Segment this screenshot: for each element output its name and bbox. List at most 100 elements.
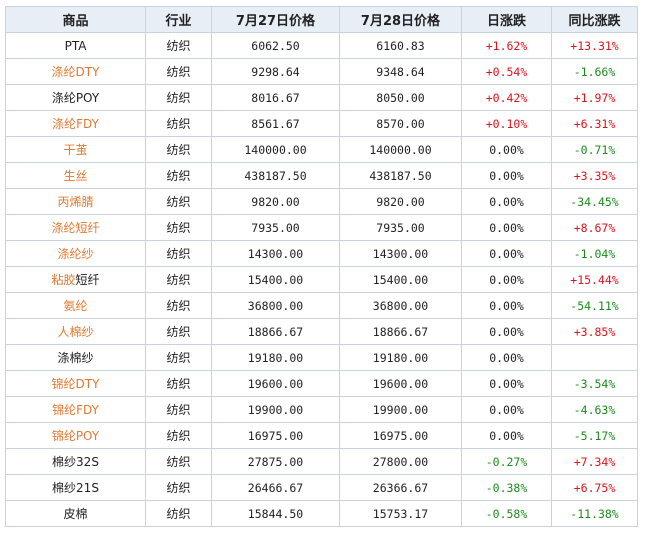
commodity-name-link[interactable]: 人棉纱 <box>57 325 94 339</box>
table-row: 涤棉纱 纺织 19180.00 19180.00 0.00% <box>5 344 638 371</box>
yoy-change-cell: +3.85% <box>551 318 638 345</box>
commodity-name-cell[interactable]: 锦纶DTY <box>5 370 146 397</box>
price-jul27-cell: 140000.00 <box>211 136 340 163</box>
commodity-name-cell[interactable]: 氨纶 <box>5 292 146 319</box>
yoy-change-cell: -0.71% <box>551 136 638 163</box>
commodity-name-cell[interactable]: 涤纶DTY <box>5 58 146 85</box>
price-jul27-cell: 18866.67 <box>211 318 340 345</box>
commodity-name-suffix: 短纤 <box>75 273 100 287</box>
commodity-price-table: 商品 行业 7月27日价格 7月28日价格 日涨跌 同比涨跌 PTA 纺织 6062… <box>5 6 638 527</box>
column-header-yoy-change: 同比涨跌 <box>551 6 638 33</box>
commodity-name-cell[interactable]: 丙烯腈 <box>5 188 146 215</box>
price-jul27-cell: 9820.00 <box>211 188 340 215</box>
commodity-name-link[interactable]: 粘胶 <box>51 273 76 287</box>
commodity-name-link[interactable]: 涤纶纱 <box>57 247 94 261</box>
industry-cell: 纺织 <box>145 110 212 137</box>
daily-change-cell: 0.00% <box>461 188 552 215</box>
commodity-name-link[interactable]: 氨纶 <box>63 299 88 313</box>
yoy-change-cell: +6.31% <box>551 110 638 137</box>
price-jul27-cell: 26466.67 <box>211 474 340 501</box>
price-jul28-cell: 26366.67 <box>339 474 462 501</box>
industry-cell: 纺织 <box>145 318 212 345</box>
industry-cell: 纺织 <box>145 266 212 293</box>
industry-cell: 纺织 <box>145 292 212 319</box>
price-jul27-cell: 19600.00 <box>211 370 340 397</box>
commodity-name-cell[interactable]: 涤纶纱 <box>5 240 146 267</box>
commodity-name-cell: 皮棉 <box>5 500 146 527</box>
price-jul28-cell: 36800.00 <box>339 292 462 319</box>
price-jul27-cell: 27875.00 <box>211 448 340 475</box>
commodity-name-cell[interactable]: 锦纶POY <box>5 422 146 449</box>
commodity-name: 皮棉 <box>63 507 88 521</box>
commodity-name-link[interactable]: 丙烯腈 <box>57 195 94 209</box>
industry-cell: 纺织 <box>145 162 212 189</box>
daily-change-cell: +0.54% <box>461 58 552 85</box>
commodity-name-cell: 涤纶POY <box>5 84 146 111</box>
commodity-name-cell[interactable]: 涤纶短纤 <box>5 214 146 241</box>
commodity-name-cell: 涤棉纱 <box>5 344 146 371</box>
daily-change-cell: 0.00% <box>461 266 552 293</box>
price-jul28-cell: 18866.67 <box>339 318 462 345</box>
price-jul28-cell: 140000.00 <box>339 136 462 163</box>
table-row: 锦纶POY 纺织 16975.00 16975.00 0.00% -5.17% <box>5 422 638 449</box>
price-jul28-cell: 6160.83 <box>339 32 462 59</box>
price-jul28-cell: 14300.00 <box>339 240 462 267</box>
table-row: 涤纶POY 纺织 8016.67 8050.00 +0.42% +1.97% <box>5 84 638 111</box>
daily-change-cell: 0.00% <box>461 422 552 449</box>
commodity-name-link[interactable]: 涤纶FDY <box>52 117 99 131</box>
yoy-change-cell: -3.54% <box>551 370 638 397</box>
table-row: 涤纶FDY 纺织 8561.67 8570.00 +0.10% +6.31% <box>5 110 638 137</box>
price-jul28-cell: 15753.17 <box>339 500 462 527</box>
price-jul27-cell: 6062.50 <box>211 32 340 59</box>
column-header-industry: 行业 <box>145 6 212 33</box>
table-row: 皮棉 纺织 15844.50 15753.17 -0.58% -11.38% <box>5 500 638 527</box>
price-jul28-cell: 19180.00 <box>339 344 462 371</box>
yoy-change-cell: -54.11% <box>551 292 638 319</box>
daily-change-cell: -0.58% <box>461 500 552 527</box>
commodity-name-cell[interactable]: 生丝 <box>5 162 146 189</box>
price-jul28-cell: 19600.00 <box>339 370 462 397</box>
commodity-name: 棉纱21S <box>52 481 99 495</box>
commodity-name: PTA <box>64 38 87 53</box>
commodity-name-link[interactable]: 干茧 <box>63 143 88 157</box>
daily-change-cell: +0.10% <box>461 110 552 137</box>
commodity-name-cell[interactable]: 锦纶FDY <box>5 396 146 423</box>
industry-cell: 纺织 <box>145 344 212 371</box>
table-row: 涤纶纱 纺织 14300.00 14300.00 0.00% -1.04% <box>5 240 638 267</box>
commodity-name-link[interactable]: 锦纶FDY <box>52 403 99 417</box>
table-row: 棉纱32S 纺织 27875.00 27800.00 -0.27% +7.34% <box>5 448 638 475</box>
daily-change-cell: 0.00% <box>461 214 552 241</box>
commodity-name-link[interactable]: 锦纶DTY <box>51 377 100 391</box>
price-jul27-cell: 16975.00 <box>211 422 340 449</box>
commodity-name-link[interactable]: 涤纶DTY <box>51 65 100 79</box>
table-row: 丙烯腈 纺织 9820.00 9820.00 0.00% -34.45% <box>5 188 638 215</box>
commodity-name-cell[interactable]: 人棉纱 <box>5 318 146 345</box>
commodity-name-cell[interactable]: 涤纶FDY <box>5 110 146 137</box>
commodity-name-link[interactable]: 生丝 <box>63 169 88 183</box>
commodity-name-link[interactable]: 锦纶POY <box>51 429 100 443</box>
daily-change-cell: 0.00% <box>461 344 552 371</box>
industry-cell: 纺织 <box>145 370 212 397</box>
commodity-name-link[interactable]: 涤纶短纤 <box>51 221 100 235</box>
daily-change-cell: 0.00% <box>461 136 552 163</box>
commodity-name: 涤棉纱 <box>57 351 94 365</box>
yoy-change-cell: -1.66% <box>551 58 638 85</box>
commodity-name-cell: PTA <box>5 32 146 59</box>
daily-change-cell: +0.42% <box>461 84 552 111</box>
yoy-change-cell: -1.04% <box>551 240 638 267</box>
price-jul27-cell: 8561.67 <box>211 110 340 137</box>
commodity-name-cell[interactable]: 干茧 <box>5 136 146 163</box>
commodity-name: 涤纶POY <box>51 91 100 105</box>
commodity-name-cell[interactable]: 粘胶短纤 <box>5 266 146 293</box>
price-jul27-cell: 8016.67 <box>211 84 340 111</box>
price-jul28-cell: 9348.64 <box>339 58 462 85</box>
yoy-change-cell <box>551 344 638 371</box>
industry-cell: 纺织 <box>145 474 212 501</box>
industry-cell: 纺织 <box>145 32 212 59</box>
daily-change-cell: -0.38% <box>461 474 552 501</box>
price-jul27-cell: 14300.00 <box>211 240 340 267</box>
price-jul27-cell: 15844.50 <box>211 500 340 527</box>
table-row: 棉纱21S 纺织 26466.67 26366.67 -0.38% +6.75% <box>5 474 638 501</box>
price-jul27-cell: 7935.00 <box>211 214 340 241</box>
table-header: 商品 行业 7月27日价格 7月28日价格 日涨跌 同比涨跌 <box>5 6 638 33</box>
